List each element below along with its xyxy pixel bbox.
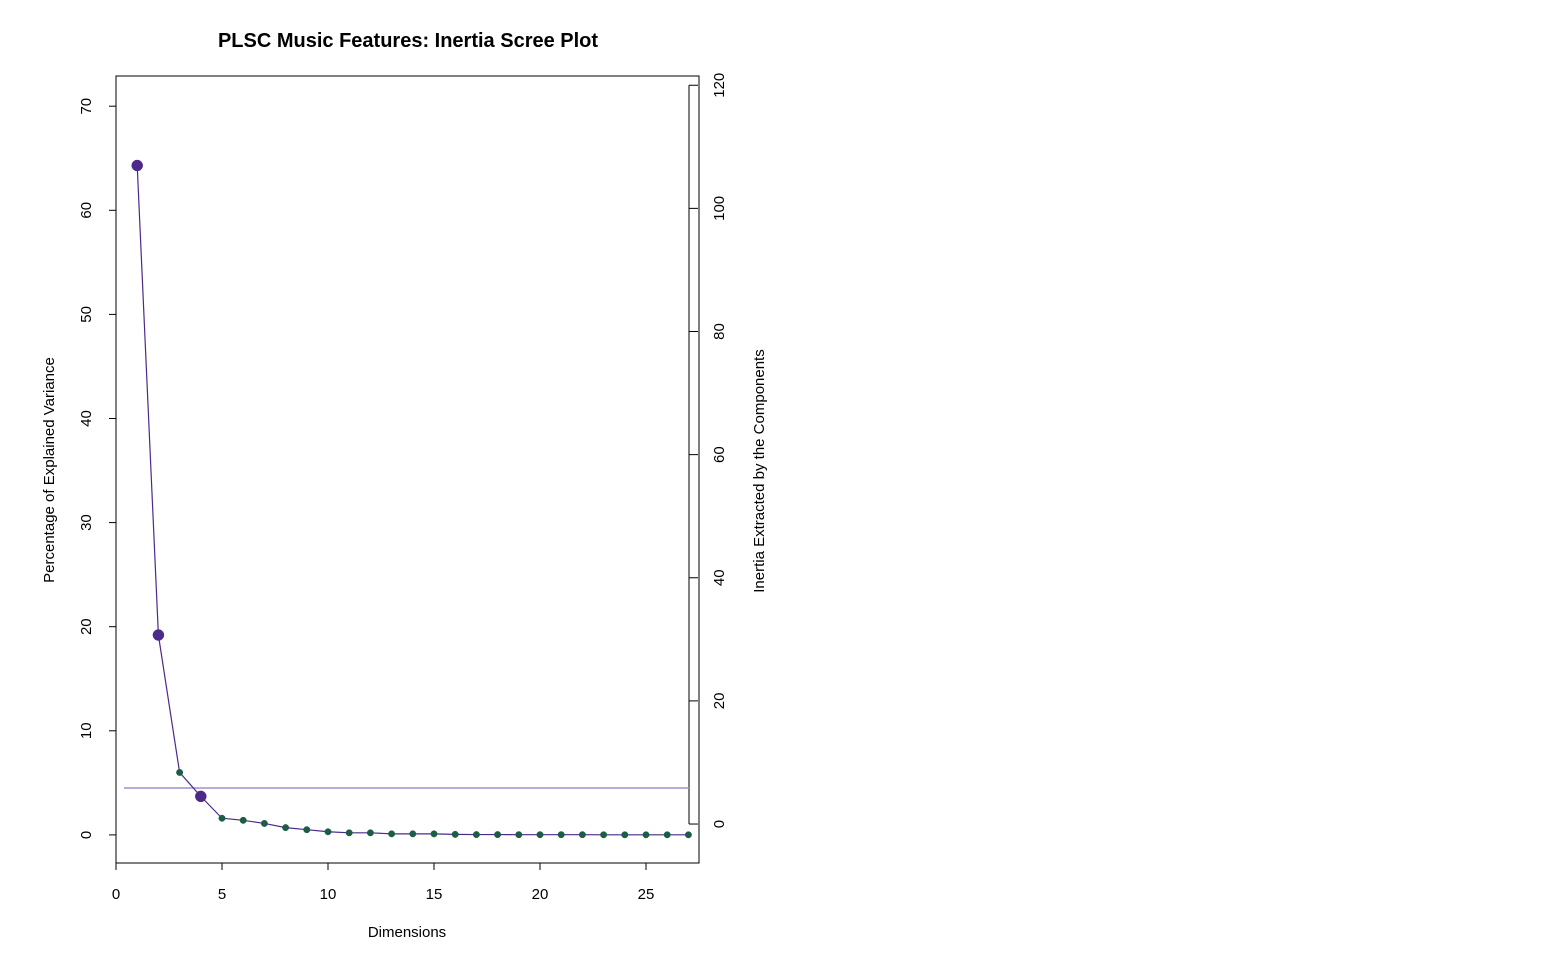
component-point [409, 830, 417, 838]
component-point [557, 831, 565, 839]
y-right-tick-label: 20 [711, 693, 728, 710]
y-right-tick-label: 100 [711, 196, 728, 221]
y-right-tick-label: 80 [711, 323, 728, 340]
y-right-tick-label: 120 [711, 73, 728, 98]
y-left-tick-label: 10 [78, 722, 95, 739]
component-point [239, 816, 247, 824]
x-tick-label: 20 [532, 886, 549, 903]
x-tick-label: 0 [112, 886, 120, 903]
significant-component-point [152, 629, 165, 641]
component-point [345, 829, 353, 837]
x-tick-label: 15 [426, 886, 443, 903]
y-left-tick-label: 60 [78, 202, 95, 219]
y-axis-left: 0 10 20 30 40 50 60 70 [78, 98, 117, 839]
component-point [621, 831, 629, 839]
y-left-tick-label: 40 [78, 410, 95, 427]
significant-component-point [195, 790, 207, 803]
scree-series-line [136, 165, 689, 836]
y-right-tick-label: 0 [711, 820, 728, 828]
component-point [684, 831, 692, 839]
component-point [260, 819, 268, 827]
y-right-tick-label: 60 [711, 446, 728, 463]
component-point [218, 814, 226, 822]
x-axis-title: Dimensions [368, 924, 446, 941]
component-point [494, 831, 502, 839]
y-right-tick-label: 40 [711, 569, 728, 586]
component-point [536, 831, 544, 839]
x-tick-label: 5 [218, 886, 226, 903]
y-left-tick-label: 30 [78, 514, 95, 531]
chart-title: PLSC Music Features: Inertia Scree Plot [218, 30, 598, 52]
component-point [366, 829, 374, 837]
y-axis-title: Percentage of Explained Variance [41, 357, 58, 583]
plot-frame [115, 75, 700, 864]
component-point [324, 828, 332, 836]
y-left-tick-label: 20 [78, 618, 95, 635]
plot-layer [124, 159, 692, 839]
component-point [515, 831, 523, 839]
y-axis-right: 0 20 40 60 80 100 120 [688, 73, 728, 828]
significant-component-point [131, 159, 143, 172]
component-point [663, 831, 671, 839]
component-point [282, 824, 290, 832]
component-point [176, 768, 184, 776]
y-left-tick-label: 70 [78, 98, 95, 115]
component-point [472, 831, 480, 839]
y-left-tick-label: 50 [78, 306, 95, 323]
component-point [430, 830, 438, 838]
x-axis: 0 5 10 15 20 25 [112, 862, 655, 903]
component-point [642, 831, 650, 839]
component-point [303, 826, 311, 834]
y-left-tick-label: 0 [78, 831, 95, 839]
component-point [388, 830, 396, 838]
x-tick-label: 10 [320, 886, 337, 903]
component-point [578, 831, 586, 839]
component-point [451, 830, 459, 838]
y-axis-right-title: Inertia Extracted by the Components [751, 349, 768, 592]
component-point [600, 831, 608, 839]
x-tick-label: 25 [638, 886, 655, 903]
